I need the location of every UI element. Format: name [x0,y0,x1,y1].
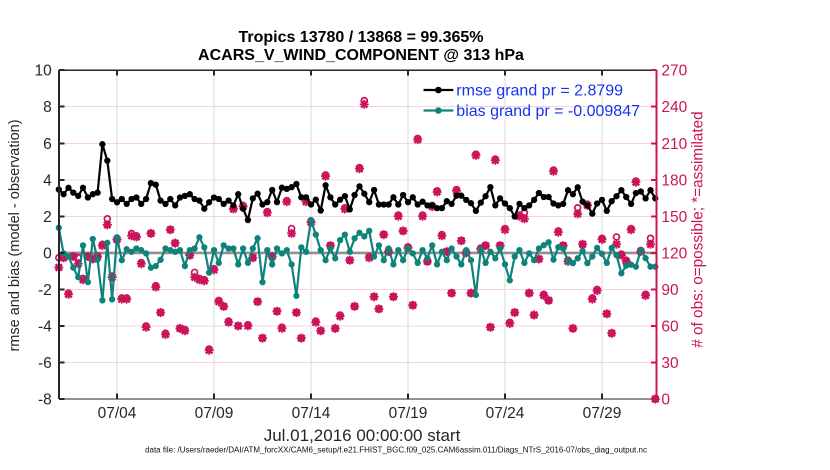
svg-text:30: 30 [661,355,679,372]
svg-text:# of obs: o=possible; *=assimi: # of obs: o=possible; *=assimilated [690,111,707,347]
svg-text:07/19: 07/19 [389,405,428,422]
svg-text:4: 4 [43,172,52,189]
svg-text:0: 0 [43,245,52,262]
svg-text:07/14: 07/14 [292,405,331,422]
svg-text:ACARS_V_WIND_COMPONENT @ 313 h: ACARS_V_WIND_COMPONENT @ 313 hPa [198,47,524,64]
svg-text:90: 90 [661,282,679,299]
svg-text:10: 10 [35,63,53,80]
svg-text:270: 270 [661,63,687,80]
svg-text:Tropics 13780 / 13868 = 99.365: Tropics 13780 / 13868 = 99.365% [238,29,483,46]
svg-text:-2: -2 [38,282,52,299]
svg-text:-6: -6 [38,355,52,372]
svg-text:data file: /Users/raeder/DAI/A: data file: /Users/raeder/DAI/ATM_forcXX/… [145,446,647,455]
svg-text:-4: -4 [38,318,52,335]
svg-text:rmse grand pr = 2.8799: rmse grand pr = 2.8799 [456,82,623,99]
svg-text:07/29: 07/29 [583,405,622,422]
svg-text:6: 6 [43,136,52,153]
svg-text:210: 210 [661,136,687,153]
svg-text:180: 180 [661,172,687,189]
svg-text:150: 150 [661,209,687,226]
svg-text:07/09: 07/09 [195,405,234,422]
svg-text:120: 120 [661,245,687,262]
svg-text:07/04: 07/04 [98,405,137,422]
svg-text:07/24: 07/24 [486,405,525,422]
svg-text:Jul.01,2016 00:00:00 start: Jul.01,2016 00:00:00 start [264,426,461,445]
svg-text:8: 8 [43,99,52,116]
svg-text:240: 240 [661,99,687,116]
svg-text:bias grand pr = -0.009847: bias grand pr = -0.009847 [456,103,640,120]
svg-text:2: 2 [43,209,52,226]
svg-text:-8: -8 [38,392,52,409]
svg-text:0: 0 [661,392,670,409]
svg-text:rmse and bias (model - observa: rmse and bias (model - observation) [7,119,23,351]
svg-text:60: 60 [661,318,679,335]
